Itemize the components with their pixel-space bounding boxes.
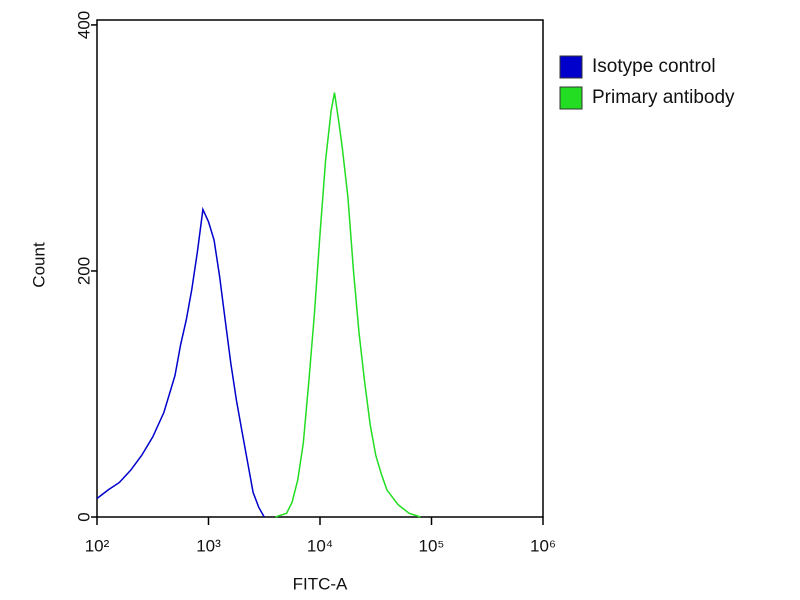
histogram-line xyxy=(96,206,265,518)
legend-label: Primary antibody xyxy=(592,87,735,108)
y-tick-label: 0 xyxy=(74,512,93,521)
y-tick-label: 200 xyxy=(74,257,93,285)
legend-swatch xyxy=(559,55,583,79)
plot-frame xyxy=(96,19,544,518)
y-tick-label: 400 xyxy=(74,11,93,39)
legend-swatch xyxy=(559,86,583,110)
x-tick-label: 10⁶ xyxy=(530,536,556,555)
legend-label: Isotype control xyxy=(592,56,716,77)
histogram-line xyxy=(275,92,421,518)
x-tick-label: 10³ xyxy=(196,536,221,555)
x-tick-label: 10⁴ xyxy=(307,536,333,555)
x-axis-label: FITC-A xyxy=(293,574,348,593)
y-axis-label: Count xyxy=(29,242,48,288)
x-tick-label: 10² xyxy=(85,536,110,555)
x-tick-label: 10⁵ xyxy=(419,536,445,555)
